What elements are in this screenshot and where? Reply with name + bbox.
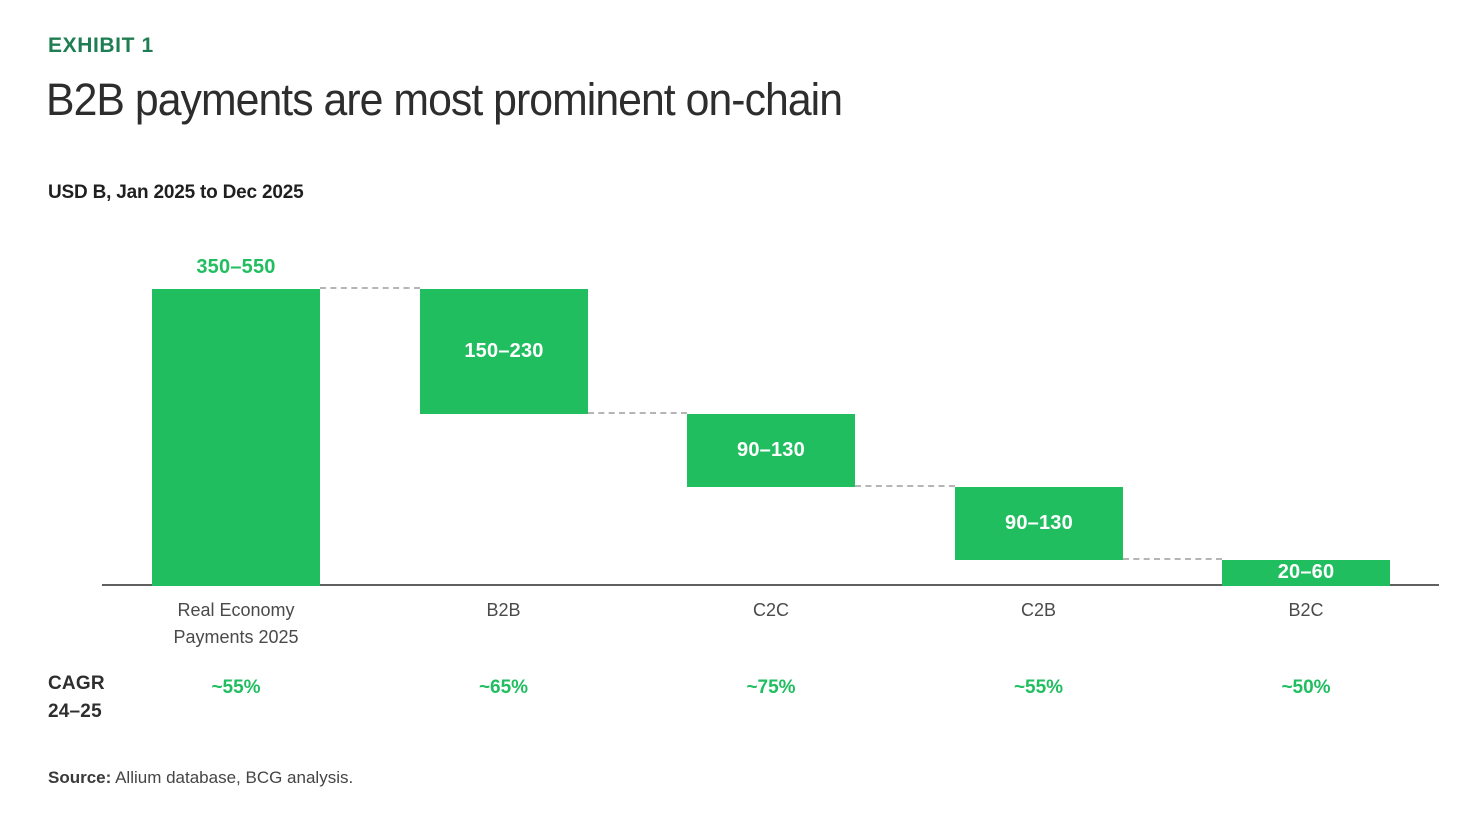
cagr-row-label-line1: CAGR: [48, 673, 105, 694]
axis-label-c2b: C2B: [1020, 600, 1056, 620]
cagr-value-c2b: ~55%: [1013, 677, 1064, 698]
bar-value-label-c2c: 90–130: [737, 439, 805, 462]
cagr-row-label: CAGR 24–25: [48, 670, 105, 726]
axis-label-b2b: B2B: [486, 600, 521, 620]
source-label: Source:: [48, 768, 112, 787]
waterfall-bar-c2c: 90–130: [687, 414, 855, 487]
bar-value-label-c2b: 90–130: [1005, 511, 1073, 534]
waterfall-bar-b2b: 150–230: [420, 289, 588, 415]
cagr-value-b2c: ~50%: [1281, 677, 1331, 698]
cagr-row-label-line2: 24–25: [48, 701, 102, 722]
axis-label-c2c: C2C: [752, 600, 789, 620]
waterfall-connector: [588, 412, 687, 415]
waterfall-connector: [1123, 557, 1222, 560]
waterfall-bar-b2c: 20–60: [1222, 559, 1390, 586]
cagr-value-real-economy-payments-2025: ~55%: [211, 677, 261, 698]
chart-units-subtitle: USD B, Jan 2025 to Dec 2025: [48, 182, 304, 203]
source-text: Allium database, BCG analysis.: [111, 768, 354, 787]
axis-label-real-economy-payments-2025: Real Economy Payments 2025: [173, 600, 299, 647]
waterfall-connector: [855, 485, 955, 487]
waterfall-bar-real-economy-payments-2025: [152, 289, 320, 586]
page-title: B2B payments are most prominent on-chain: [46, 74, 843, 125]
waterfall-connector: [320, 287, 420, 289]
axis-label-b2c: B2C: [1288, 600, 1324, 620]
x-axis-line: [102, 584, 1439, 586]
bar-value-label-b2b: 150–230: [464, 340, 544, 363]
cagr-value-b2b: ~65%: [478, 677, 529, 698]
exhibit-label: EXHIBIT 1: [48, 34, 154, 57]
bar-value-label-real-economy-payments-2025: 350–550: [196, 256, 276, 278]
source-note: Source: Allium database, BCG analysis.: [48, 768, 353, 788]
cagr-value-c2c: ~75%: [746, 677, 796, 698]
bar-value-label-b2c: 20–60: [1277, 561, 1335, 584]
waterfall-bar-c2b: 90–130: [955, 487, 1123, 560]
